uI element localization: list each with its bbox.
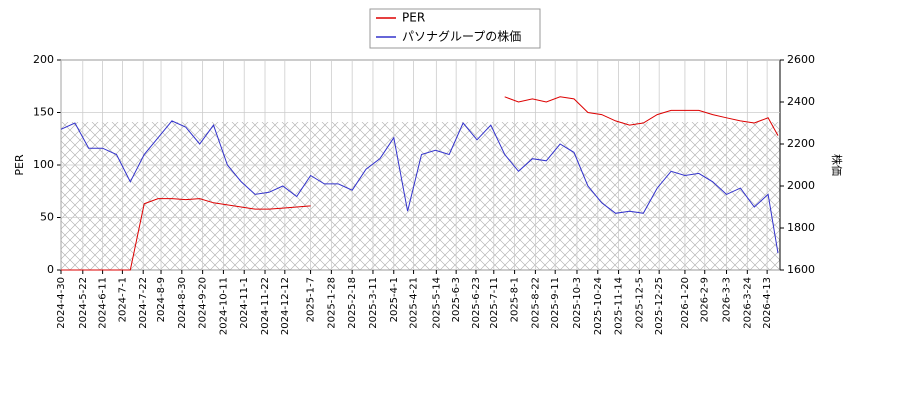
y2-tick-label: 2200 [787,137,815,150]
x-tick-label: 2025-11-14 [614,277,625,335]
x-tick-label: 2024-12-12 [280,277,291,335]
x-tick-label: 2024-4-30 [56,277,67,329]
series-line [61,96,779,271]
y2-tick-label: 1800 [787,221,815,234]
x-tick-label: 2025-5-14 [431,277,442,329]
x-tick-label: 2025-1-7 [306,277,317,322]
x-tick-label: 2025-1-28 [326,277,337,329]
x-tick-label: 2026-1-20 [680,277,691,329]
x-tick-label: 2025-9-11 [550,277,561,329]
x-tick-label: 2024-7-22 [138,277,149,329]
x-tick-label: 2025-3-11 [368,277,379,329]
x-tick-label: 2024-7-1 [117,277,128,322]
y2-tick-label: 2400 [787,95,815,108]
hatch-band [61,122,780,270]
x-tick-label: 2025-4-1 [389,277,400,322]
y2-tick-label: 1600 [787,263,815,276]
y-tick-label: 200 [33,53,54,66]
x-tick-label: 2025-6-23 [471,277,482,329]
x-tick-label: 2025-12-25 [654,277,665,335]
y2-tick-label: 2000 [787,179,815,192]
x-tick-label: 2026-3-3 [722,277,733,322]
legend-label: PER [402,11,425,25]
x-tick-label: 2025-2-18 [347,277,358,329]
x-tick-label: 2024-6-11 [98,277,109,329]
legend-box [369,8,541,49]
x-tick-label: 2025-8-22 [530,277,541,329]
series-line [60,120,779,254]
x-tick-label: 2024-11-22 [260,277,271,335]
x-tick-label: 2024-10-11 [218,277,229,335]
x-tick-label: 2026-2-9 [700,277,711,322]
y-tick-label: 100 [33,158,54,171]
y-tick-label: 0 [47,263,54,276]
x-tick-label: 2025-10-3 [572,277,583,329]
x-tick-label: 2024-11-1 [239,277,250,329]
x-tick-label: 2024-8-9 [156,277,167,322]
x-tick-label: 2024-9-20 [198,277,209,329]
y-tick-label: 150 [33,106,54,119]
y2-tick-label: 2600 [787,53,815,66]
y2-axis-label: 株価 [830,154,844,176]
x-tick-label: 2024-8-30 [177,277,188,329]
x-tick-label: 2025-7-11 [489,277,500,329]
legend-label: パソナグループの株価 [402,29,521,44]
x-tick-label: 2025-8-1 [510,277,521,322]
x-tick-label: 2026-3-24 [742,277,753,329]
y-tick-label: 50 [40,211,54,224]
x-tick-label: 2024-5-22 [78,277,89,329]
x-tick-label: 2025-12-5 [634,277,645,329]
x-tick-label: 2025-10-24 [593,277,604,335]
x-tick-label: 2025-6-3 [451,277,462,322]
x-tick-label: 2025-4-21 [409,277,420,329]
x-tick-label: 2026-4-13 [762,277,773,329]
y-axis-label: PER [13,154,26,176]
